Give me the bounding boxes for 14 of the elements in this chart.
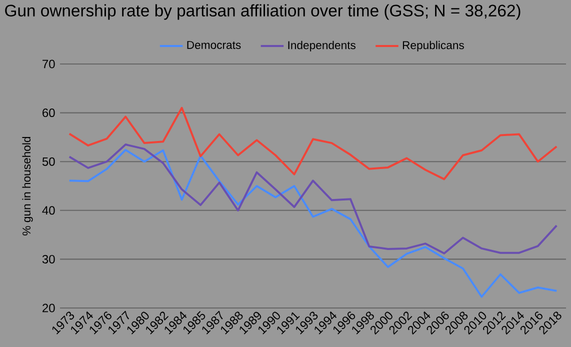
line-series xyxy=(68,148,558,298)
y-axis-title: % gun in household xyxy=(22,136,33,236)
y-tick-label: 40 xyxy=(42,206,55,215)
line-series xyxy=(68,144,558,254)
y-tick-label: 30 xyxy=(42,254,55,264)
legend-label: Democrats xyxy=(187,41,241,49)
y-tick-label: 70 xyxy=(42,60,55,68)
chart-title: Gun ownership rate by partisan affiliation over time (GSS; N = 38,262) xyxy=(5,4,520,20)
y-tick-label: 20 xyxy=(42,304,55,312)
y-tick-label: 50 xyxy=(42,157,55,166)
legend-label: Republicans xyxy=(402,40,464,52)
y-tick-label: 60 xyxy=(42,108,55,118)
legend-label: Independents xyxy=(288,40,356,52)
line-series xyxy=(68,106,558,180)
